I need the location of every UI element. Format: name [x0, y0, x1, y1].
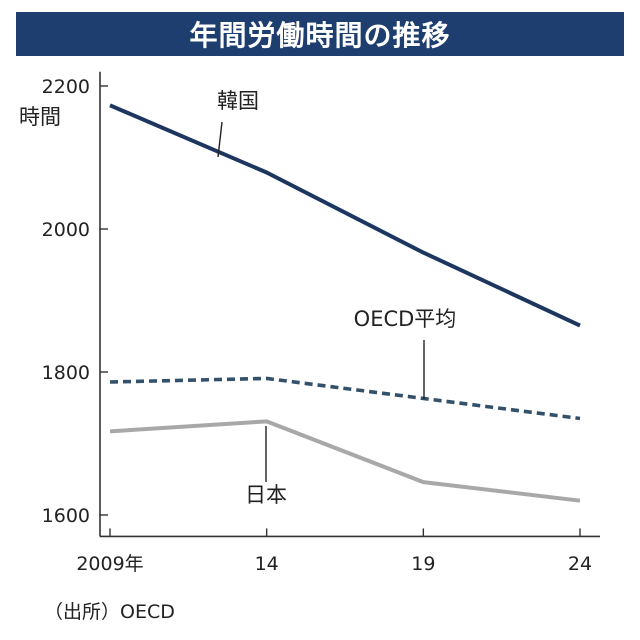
source-note: （出所）OECD: [44, 601, 175, 623]
y-tick-label: 2200: [42, 76, 90, 98]
chart-title: 年間労働時間の推移: [189, 19, 451, 52]
x-tick-label: 2009年: [76, 553, 143, 575]
y-tick-label: 2000: [42, 219, 90, 241]
series-line: [109, 103, 581, 328]
series-label: OECD平均: [354, 307, 457, 331]
x-tick-label: 14: [255, 553, 279, 575]
x-tick-label: 24: [568, 553, 592, 575]
series-label: 日本: [245, 483, 287, 507]
series-label: 韓国: [217, 89, 259, 113]
y-unit-label: 時間: [19, 105, 61, 129]
y-tick-label: 1600: [42, 505, 90, 527]
title-bar: 年間労働時間の推移: [16, 12, 624, 56]
y-tick-label: 1800: [42, 362, 90, 384]
series-line: [109, 419, 581, 503]
series-leader-line: [217, 121, 223, 158]
series-line: [109, 376, 581, 421]
x-tick-label: 19: [411, 553, 435, 575]
